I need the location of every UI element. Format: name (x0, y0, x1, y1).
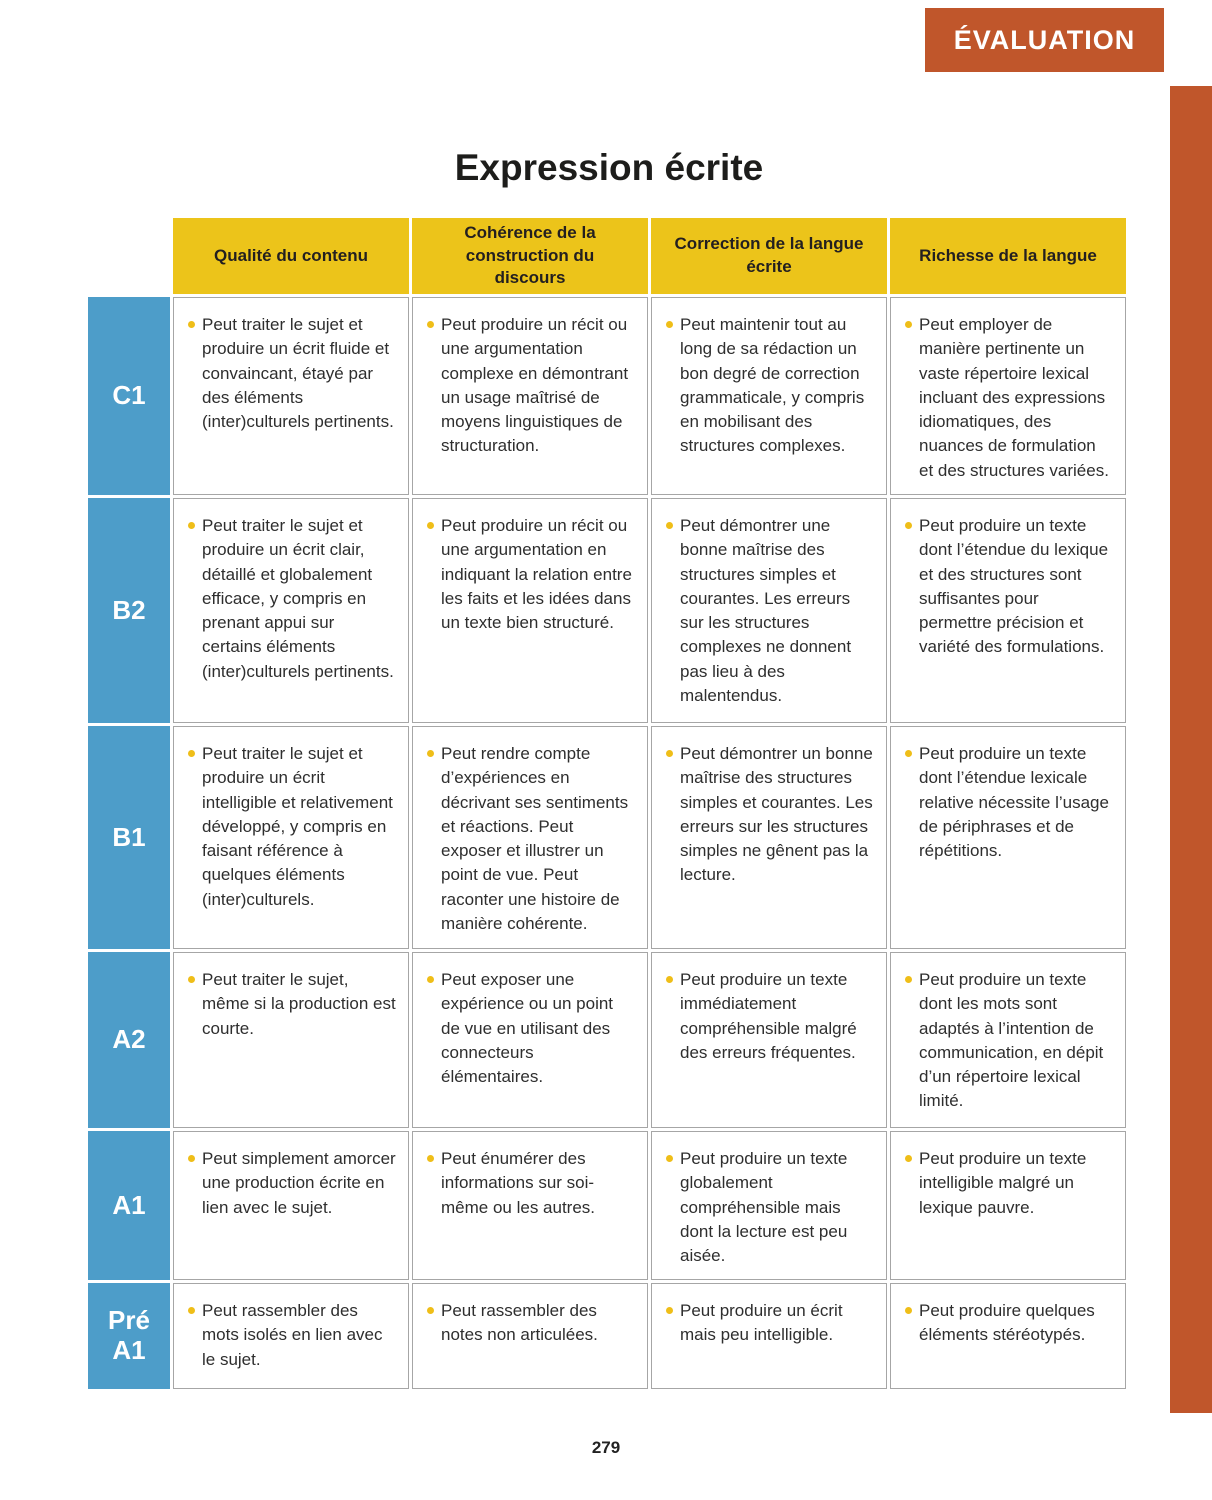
rubric-cell-text: Peut produire un texte globalement compr… (680, 1149, 848, 1266)
level-label-pre-a1: Pré A1 (88, 1283, 170, 1389)
rubric-cell-text: Peut produire quelques éléments stéréoty… (919, 1301, 1095, 1345)
rubric-cell-b2-col2: Peut produire un récit ou une argumentat… (412, 498, 648, 723)
rubric-cell-b1-col1: Peut traiter le sujet et produire un écr… (173, 726, 409, 949)
bullet-icon (666, 1307, 673, 1314)
column-header-correction-de-la-langue-ecrite: Correction de la langue écrite (651, 218, 887, 294)
rubric-cell-pre-a1-col1: Peut rassembler des mots isolés en lien … (173, 1283, 409, 1389)
bullet-icon (905, 522, 912, 529)
rubric-cell-text: Peut employer de manière pertinente un v… (919, 315, 1109, 480)
rubric-cell-pre-a1-col2: Peut rassembler des notes non articulées… (412, 1283, 648, 1389)
rubric-cell-text: Peut traiter le sujet et produire un écr… (202, 744, 393, 909)
rubric-cell-c1-col1: Peut traiter le sujet et produire un écr… (173, 297, 409, 495)
rubric-cell-text: Peut simplement amorcer une production é… (202, 1149, 396, 1217)
rubric-cell-text: Peut rassembler des mots isolés en lien … (202, 1301, 383, 1369)
bullet-icon (188, 750, 195, 757)
rubric-cell-text: Peut rassembler des notes non articulées… (441, 1301, 598, 1345)
rubric-cell-a1-col4: Peut produire un texte intelligible malg… (890, 1131, 1126, 1280)
column-header-coherence-de-la-construction-du-discours: Cohérence de la construction du discours (412, 218, 648, 294)
rubric-cell-c1-col2: Peut produire un récit ou une argumentat… (412, 297, 648, 495)
rubric-cell-text: Peut traiter le sujet et produire un écr… (202, 516, 394, 681)
rubric-table: Qualité du contenu Cohérence de la constr… (88, 218, 1126, 1389)
rubric-cell-b1-col3: Peut démontrer un bonne maîtrise des str… (651, 726, 887, 949)
rubric-cell-a2-col4: Peut produire un texte dont les mots son… (890, 952, 1126, 1128)
page-number: 279 (591, 1438, 621, 1457)
column-header-richesse-de-la-langue: Richesse de la langue (890, 218, 1126, 294)
rubric-cell-b2-col3: Peut démontrer une bonne maîtrise des st… (651, 498, 887, 723)
side-accent-bar (1170, 86, 1212, 1413)
bullet-icon (905, 750, 912, 757)
rubric-cell-text: Peut produire un récit ou une argumentat… (441, 516, 632, 633)
rubric-cell-text: Peut produire un texte dont les mots son… (919, 970, 1104, 1111)
rubric-cell-text: Peut produire un écrit mais peu intellig… (680, 1301, 843, 1345)
bullet-icon (905, 976, 912, 983)
bullet-icon (427, 976, 434, 983)
bullet-icon (188, 976, 195, 983)
level-label-c1: C1 (88, 297, 170, 495)
rubric-cell-text: Peut énumérer des informations sur soi-m… (441, 1149, 596, 1217)
rubric-cell-text: Peut traiter le sujet, même si la produc… (202, 970, 396, 1038)
column-header-qualite-du-contenu: Qualité du contenu (173, 218, 409, 294)
bullet-icon (905, 1307, 912, 1314)
level-label-b2: B2 (88, 498, 170, 723)
level-label-b1: B1 (88, 726, 170, 949)
bullet-icon (666, 976, 673, 983)
rubric-cell-text: Peut produire un récit ou une argumentat… (441, 315, 629, 456)
bullet-icon (427, 1155, 434, 1162)
rubric-cell-c1-col3: Peut maintenir tout au long de sa rédact… (651, 297, 887, 495)
rubric-cell-a2-col1: Peut traiter le sujet, même si la produc… (173, 952, 409, 1128)
rubric-cell-a2-col2: Peut exposer une expérience ou un point … (412, 952, 648, 1128)
rubric-cell-text: Peut rendre compte d’expériences en décr… (441, 744, 629, 934)
bullet-icon (427, 750, 434, 757)
rubric-cell-text: Peut démontrer un bonne maîtrise des str… (680, 744, 873, 885)
rubric-cell-text: Peut produire un texte intelligible malg… (919, 1149, 1087, 1217)
rubric-cell-c1-col4: Peut employer de manière pertinente un v… (890, 297, 1126, 495)
bullet-icon (666, 1155, 673, 1162)
rubric-cell-text: Peut produire un texte immédiatement com… (680, 970, 857, 1062)
rubric-cell-text: Peut produire un texte dont l’étendue le… (919, 744, 1109, 861)
table-corner-spacer (88, 218, 170, 294)
bullet-icon (188, 522, 195, 529)
bullet-icon (905, 1155, 912, 1162)
rubric-cell-text: Peut exposer une expérience ou un point … (441, 970, 614, 1087)
rubric-cell-a2-col3: Peut produire un texte immédiatement com… (651, 952, 887, 1128)
bullet-icon (666, 750, 673, 757)
rubric-cell-b2-col4: Peut produire un texte dont l’étendue du… (890, 498, 1126, 723)
bullet-icon (188, 321, 195, 328)
rubric-cell-a1-col3: Peut produire un texte globalement compr… (651, 1131, 887, 1280)
bullet-icon (188, 1307, 195, 1314)
bullet-icon (188, 1155, 195, 1162)
rubric-cell-text: Peut démontrer une bonne maîtrise des st… (680, 516, 852, 706)
rubric-cell-pre-a1-col4: Peut produire quelques éléments stéréoty… (890, 1283, 1126, 1389)
rubric-cell-text: Peut traiter le sujet et produire un écr… (202, 315, 394, 432)
rubric-cell-b1-col2: Peut rendre compte d’expériences en décr… (412, 726, 648, 949)
rubric-cell-text: Peut produire un texte dont l’étendue du… (919, 516, 1109, 657)
bullet-icon (666, 522, 673, 529)
bullet-icon (427, 1307, 434, 1314)
rubric-cell-a1-col1: Peut simplement amorcer une production é… (173, 1131, 409, 1280)
page-title: Expression écrite (454, 147, 764, 188)
bullet-icon (427, 321, 434, 328)
level-label-a2: A2 (88, 952, 170, 1128)
rubric-cell-b2-col1: Peut traiter le sujet et produire un écr… (173, 498, 409, 723)
bullet-icon (666, 321, 673, 328)
rubric-cell-pre-a1-col3: Peut produire un écrit mais peu intellig… (651, 1283, 887, 1389)
bullet-icon (905, 321, 912, 328)
evaluation-banner: ÉVALUATION (925, 8, 1164, 72)
level-label-a1: A1 (88, 1131, 170, 1280)
rubric-cell-a1-col2: Peut énumérer des informations sur soi-m… (412, 1131, 648, 1280)
rubric-cell-text: Peut maintenir tout au long de sa rédact… (680, 315, 865, 456)
rubric-cell-b1-col4: Peut produire un texte dont l’étendue le… (890, 726, 1126, 949)
bullet-icon (427, 522, 434, 529)
